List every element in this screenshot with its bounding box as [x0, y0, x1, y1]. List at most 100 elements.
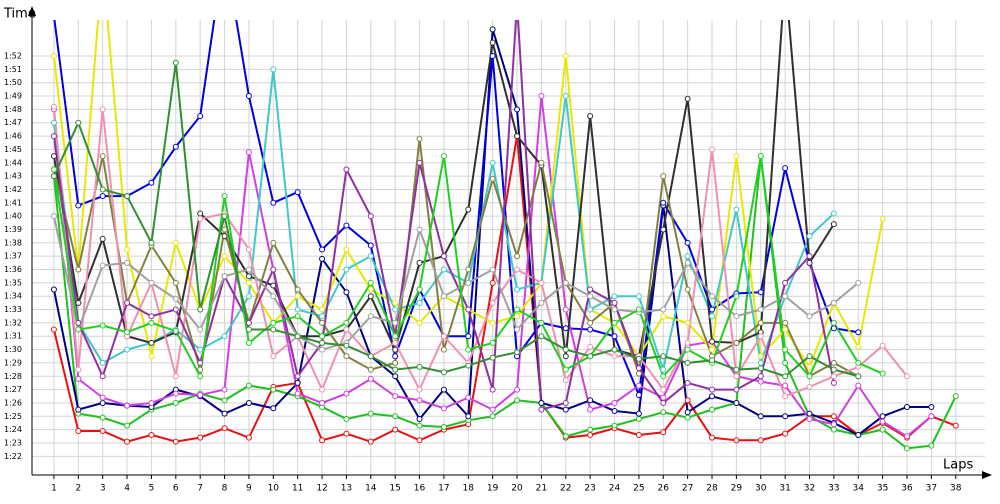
lap-point — [319, 437, 326, 444]
lap-point — [855, 359, 862, 366]
y-tick-label: 1:30 — [4, 345, 22, 354]
lap-point — [416, 415, 423, 422]
lap-point — [757, 373, 764, 380]
lap-point — [124, 193, 131, 200]
lap-point — [343, 319, 350, 326]
lap-point — [489, 175, 496, 182]
lap-point — [660, 226, 667, 233]
lap-point — [124, 346, 131, 353]
lap-point — [782, 413, 789, 420]
lap-point — [197, 373, 204, 380]
lap-point — [928, 403, 935, 410]
lap-point — [562, 377, 569, 384]
lap-point — [270, 293, 277, 300]
lap-point — [245, 279, 252, 286]
x-tick-label: 32 — [804, 484, 815, 494]
lap-point — [928, 413, 935, 420]
lap-point — [709, 406, 716, 413]
lap-point — [635, 355, 642, 362]
lap-point — [148, 279, 155, 286]
lap-point — [879, 426, 886, 433]
y-arrow — [28, 6, 36, 16]
lap-point — [440, 405, 447, 412]
y-tick-label: 1:43 — [4, 172, 22, 181]
lap-point — [172, 390, 179, 397]
lap-point — [660, 313, 667, 320]
lap-point — [684, 379, 691, 386]
lap-point — [270, 66, 277, 73]
lap-point — [611, 306, 618, 313]
lap-point — [367, 242, 374, 249]
lap-point — [562, 346, 569, 353]
lap-point — [392, 346, 399, 353]
lap-point — [855, 431, 862, 438]
x-tick-label: 36 — [901, 484, 913, 494]
lap-point — [294, 313, 301, 320]
y-tick-label: 1:39 — [4, 225, 22, 234]
lap-point — [514, 386, 521, 393]
x-tick-label: 24 — [609, 484, 621, 494]
lap-point — [806, 259, 813, 266]
lap-point — [514, 313, 521, 320]
lap-point — [830, 373, 837, 380]
y-tick-label: 1:36 — [4, 265, 22, 274]
lap-point — [99, 394, 106, 401]
lap-point — [294, 286, 301, 293]
x-tick-label: 21 — [536, 484, 547, 494]
lap-point — [319, 313, 326, 320]
lap-point — [197, 346, 204, 353]
lap-point — [172, 279, 179, 286]
lap-point — [440, 333, 447, 340]
y-tick-label: 1:28 — [4, 372, 22, 381]
lap-point — [587, 343, 594, 350]
lap-point — [733, 206, 740, 213]
lap-point — [50, 166, 57, 173]
lap-point — [221, 233, 228, 240]
lap-point — [270, 282, 277, 289]
lap-point — [221, 213, 228, 220]
lap-point — [489, 386, 496, 393]
y-tick-label: 1:37 — [4, 252, 22, 261]
lap-point — [75, 326, 82, 333]
lap-point — [830, 421, 837, 428]
lap-point — [514, 133, 521, 140]
x-tick-label: 2 — [75, 484, 81, 494]
lap-point — [514, 266, 521, 273]
lap-point — [440, 369, 447, 376]
lap-point — [757, 153, 764, 160]
lap-point — [245, 273, 252, 280]
lap-point — [392, 373, 399, 380]
lap-point — [319, 386, 326, 393]
lap-point — [782, 293, 789, 300]
lap-point — [416, 159, 423, 166]
lap-point — [392, 299, 399, 306]
lap-point — [148, 319, 155, 326]
lap-point — [635, 415, 642, 422]
lap-point — [245, 399, 252, 406]
lap-point — [75, 299, 82, 306]
lap-point — [367, 438, 374, 445]
lap-point — [806, 383, 813, 390]
lap-point — [855, 279, 862, 286]
lap-point — [319, 339, 326, 346]
y-tick-label: 1:35 — [4, 278, 22, 287]
lap-point — [465, 306, 472, 313]
lap-point — [709, 313, 716, 320]
lap-point — [660, 173, 667, 180]
lap-point — [782, 430, 789, 437]
series-line — [53, 62, 859, 378]
y-tick-label: 1:47 — [4, 118, 22, 127]
lap-point — [733, 399, 740, 406]
lap-point — [343, 390, 350, 397]
lap-point — [319, 246, 326, 253]
lap-point — [879, 342, 886, 349]
lap-point — [343, 415, 350, 422]
lap-point — [465, 279, 472, 286]
y-tick-label: 1:51 — [4, 65, 22, 74]
lap-point — [148, 313, 155, 320]
lap-point — [172, 373, 179, 380]
series-line — [53, 20, 859, 399]
lap-point — [416, 135, 423, 142]
lap-point — [514, 397, 521, 404]
lap-point — [538, 279, 545, 286]
